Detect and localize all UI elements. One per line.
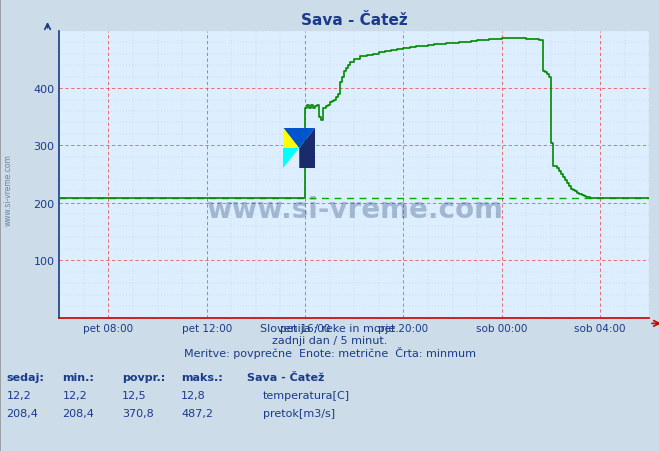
Polygon shape: [283, 149, 299, 169]
Text: maks.:: maks.:: [181, 372, 223, 382]
Text: Sava - Čatež: Sava - Čatež: [247, 372, 324, 382]
Text: 208,4: 208,4: [7, 408, 38, 418]
Text: pretok[m3/s]: pretok[m3/s]: [263, 408, 335, 418]
Text: 487,2: 487,2: [181, 408, 214, 418]
Text: zadnji dan / 5 minut.: zadnji dan / 5 minut.: [272, 336, 387, 345]
Text: 12,8: 12,8: [181, 390, 206, 400]
Text: sedaj:: sedaj:: [7, 372, 44, 382]
Title: Sava - Čatež: Sava - Čatež: [301, 13, 407, 28]
Text: www.si-vreme.com: www.si-vreme.com: [206, 195, 503, 223]
Text: www.si-vreme.com: www.si-vreme.com: [4, 153, 13, 226]
Text: 12,2: 12,2: [63, 390, 88, 400]
Polygon shape: [283, 129, 315, 149]
Text: Meritve: povprečne  Enote: metrične  Črta: minmum: Meritve: povprečne Enote: metrične Črta:…: [183, 346, 476, 358]
Text: 208,4: 208,4: [63, 408, 94, 418]
Text: 12,5: 12,5: [122, 390, 146, 400]
Text: povpr.:: povpr.:: [122, 372, 165, 382]
Bar: [283, 129, 299, 149]
Polygon shape: [299, 129, 315, 169]
Text: min.:: min.:: [63, 372, 94, 382]
Text: 370,8: 370,8: [122, 408, 154, 418]
Text: 12,2: 12,2: [7, 390, 32, 400]
Text: temperatura[C]: temperatura[C]: [263, 390, 350, 400]
Text: Slovenija / reke in morje.: Slovenija / reke in morje.: [260, 323, 399, 333]
